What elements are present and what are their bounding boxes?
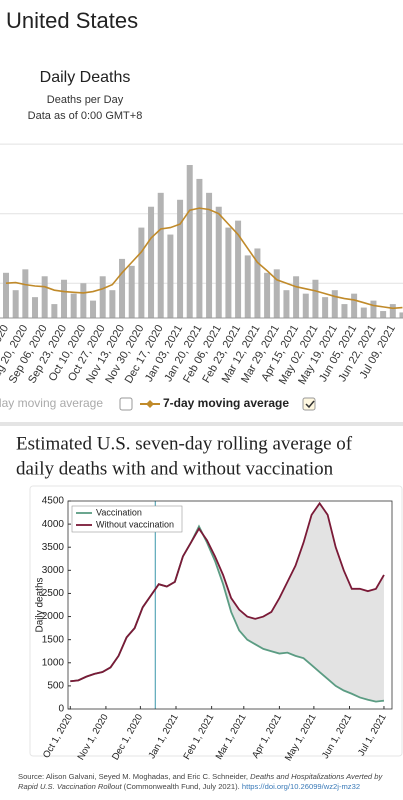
- x-tick-label: Jun 1, 2021: [320, 712, 354, 761]
- x-tick-label: Mar 1, 2021: [214, 712, 249, 761]
- x-tick-label: Apr 1, 2021: [250, 712, 284, 760]
- bar: [331, 290, 338, 318]
- y-tick-label: 3000: [42, 565, 65, 576]
- bar: [389, 304, 396, 318]
- legend-label: Without vaccination: [96, 519, 174, 529]
- bar: [119, 258, 126, 318]
- source-title: Deaths and Hospitalizations Averted by R…: [18, 772, 383, 791]
- bar: [370, 300, 377, 318]
- bar: [380, 311, 387, 318]
- bar: [138, 227, 145, 318]
- legend-swatch: [146, 400, 154, 408]
- x-tick-label: Jul 1, 2021: [356, 712, 389, 758]
- y-axis-title: Daily deaths: [35, 577, 46, 632]
- bar: [399, 312, 403, 318]
- moving-average-line: [5, 207, 403, 310]
- legend-checkbox[interactable]: [302, 397, 316, 411]
- article-heading: Estimated U.S. seven-day rolling average…: [16, 433, 353, 454]
- bar: [273, 269, 280, 318]
- series-line: [70, 501, 385, 683]
- article-heading: daily deaths with and without vaccinatio…: [16, 458, 334, 479]
- bar: [312, 279, 319, 318]
- x-tick-label: Feb 1, 2021: [182, 712, 217, 761]
- bar: [283, 290, 290, 318]
- chart-title: Daily Deaths: [40, 69, 131, 86]
- bar: [22, 269, 29, 318]
- y-tick-label: 500: [47, 681, 64, 692]
- bar: [3, 272, 9, 318]
- bar: [109, 290, 116, 318]
- chart-subtitle: Deaths per Day: [47, 94, 124, 106]
- bar: [293, 276, 300, 318]
- y-tick-label: 4000: [42, 519, 65, 530]
- source-text: Source: Alison Galvani, Seyed M. Moghada…: [18, 772, 251, 781]
- bar: [177, 199, 184, 318]
- bar: [157, 192, 164, 318]
- legend-label: 3-day moving average: [0, 396, 103, 410]
- x-tick-label: Dec 1, 2020: [110, 712, 145, 762]
- bar: [244, 255, 251, 318]
- divider: [0, 422, 403, 426]
- bar: [254, 248, 261, 318]
- x-tick-label: Oct 1, 2020: [41, 712, 75, 760]
- gap-area: [70, 503, 384, 702]
- bar: [196, 178, 203, 318]
- bar: [41, 276, 48, 318]
- y-tick-label: 1000: [42, 657, 65, 668]
- bar: [51, 304, 58, 318]
- bar: [148, 206, 155, 318]
- bar: [32, 297, 39, 318]
- bar: [215, 206, 222, 318]
- bar: [90, 300, 97, 318]
- bar: [186, 165, 193, 318]
- bar: [99, 276, 106, 318]
- legend-checkbox[interactable]: [119, 397, 133, 411]
- bar: [302, 293, 309, 318]
- bar: [206, 192, 213, 318]
- legend-label: Vaccination: [96, 507, 142, 517]
- legend-box: [71, 505, 183, 533]
- y-tick-label: 3500: [42, 542, 65, 553]
- legend-label: 7-day moving average: [163, 396, 289, 410]
- y-tick-label: 1500: [42, 634, 65, 645]
- bar: [360, 307, 367, 318]
- bar: [12, 290, 19, 318]
- plot-frame: [67, 500, 393, 710]
- bar: [128, 265, 135, 318]
- source-note: Source: Alison Galvani, Seyed M. Moghada…: [18, 772, 398, 792]
- checkmark: [305, 400, 315, 409]
- bar: [341, 304, 348, 318]
- bar: [322, 297, 329, 318]
- bar: [225, 227, 232, 318]
- y-tick-label: 2500: [42, 588, 65, 599]
- x-tick-label: Jan 1, 2021: [146, 712, 180, 761]
- bar: [80, 283, 87, 318]
- chart-note: Data as of 0:00 GMT+8: [28, 110, 143, 122]
- bar: [264, 272, 271, 318]
- page-title: United States: [6, 8, 138, 33]
- y-tick-label: 0: [58, 704, 64, 715]
- chart-frame: [29, 485, 403, 757]
- y-tick-label: 4500: [42, 496, 65, 507]
- y-tick-label: 2000: [42, 611, 65, 622]
- x-tick-label: Nov 1, 2020: [76, 712, 111, 762]
- source-link[interactable]: https://doi.org/10.26099/wz2j-mz32: [241, 782, 361, 791]
- bar: [351, 293, 358, 318]
- source-text: (Commonwealth Fund, July 2021).: [121, 782, 242, 791]
- bar: [235, 220, 242, 318]
- bar: [70, 293, 77, 318]
- bar: [167, 234, 174, 318]
- x-tick-label: May 1, 2021: [283, 712, 319, 763]
- bar: [61, 279, 68, 318]
